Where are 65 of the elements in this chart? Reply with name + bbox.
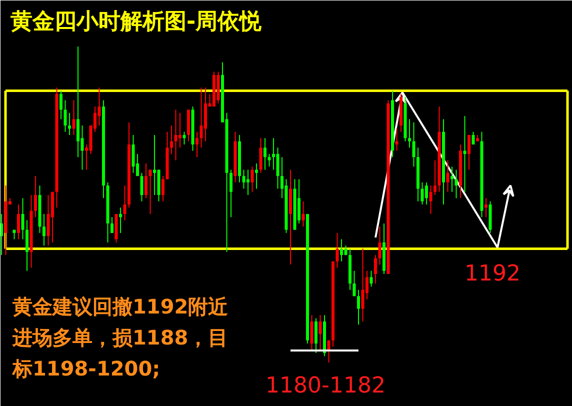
candlestick: [327, 340, 330, 363]
candlestick: [412, 122, 416, 168]
candlestick: [484, 198, 488, 218]
candlestick: [268, 153, 271, 168]
candlestick: [472, 131, 475, 145]
candlestick: [119, 207, 122, 234]
candlestick: [68, 112, 71, 136]
candlestick: [72, 100, 76, 136]
candlestick: [408, 118, 411, 148]
candlestick: [17, 204, 20, 240]
candlestick: [318, 314, 322, 350]
candlestick: [182, 131, 186, 145]
candlestick: [26, 220, 28, 272]
candlestick: [162, 176, 164, 202]
candlestick: [196, 131, 198, 158]
candlestick: [250, 166, 254, 192]
candlestick: [361, 248, 364, 322]
candlestick: [276, 147, 280, 190]
chart-title: 黄金四小时解析图-周依悦: [10, 10, 263, 34]
candlestick: [302, 200, 305, 228]
candlestick: [468, 134, 470, 170]
candlestick: [0, 213, 3, 256]
candlestick: [148, 169, 152, 214]
candlestick: [446, 160, 450, 192]
candlestick: [259, 138, 262, 174]
candlestick: [429, 185, 432, 214]
annotation: 1192: [464, 262, 521, 286]
candlestick: [357, 289, 360, 326]
candlestick: [310, 314, 314, 350]
candlestick: [450, 166, 454, 192]
candlestick: [42, 213, 46, 246]
text: 1180-1182: [266, 374, 386, 398]
candlestick: [420, 182, 424, 205]
candlestick: [46, 194, 50, 246]
candlestick: [336, 232, 339, 268]
candlestick: [170, 125, 173, 154]
candlestick: [395, 128, 398, 152]
candlestick: [314, 318, 318, 354]
candlestick: [178, 112, 182, 148]
candlestick: [60, 90, 62, 120]
candlestick: [230, 169, 232, 218]
candlestick: [144, 162, 148, 199]
candlestick: [246, 169, 250, 196]
candlestick: [200, 87, 203, 148]
candlestick: [21, 198, 24, 240]
candlestick: [242, 169, 246, 190]
candlestick: [132, 134, 135, 174]
candlestick: [454, 169, 458, 199]
candlestick: [34, 176, 37, 218]
annotation: 黄金建议回撤1192附近进场多单，损1188，目标1198-1200;: [12, 294, 228, 380]
candlestick: [374, 254, 377, 284]
candlestick: [174, 109, 178, 161]
candlestick: [140, 172, 144, 202]
candlestick: [64, 100, 67, 132]
candlestick: [370, 270, 373, 288]
candlestick: [264, 138, 266, 170]
candlestick: [352, 270, 356, 297]
candlestick: [425, 182, 428, 205]
candlestick: [123, 185, 126, 221]
candlestick: [110, 216, 114, 234]
candlestick: [463, 116, 466, 192]
candlestick: [434, 160, 436, 196]
candlestick: [255, 162, 258, 190]
candlestick: [98, 87, 101, 126]
candlestick: [378, 226, 382, 266]
